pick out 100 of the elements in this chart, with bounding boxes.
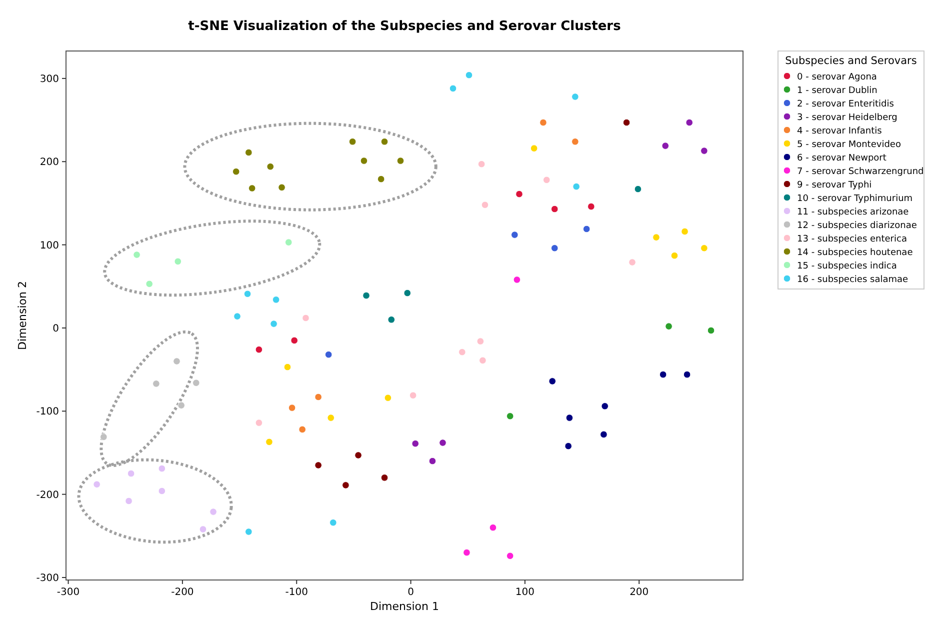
legend-label: 11 - subspecies arizonae: [797, 208, 910, 218]
point: [377, 175, 385, 183]
point: [588, 202, 595, 210]
legend-label: 3 - serovar Heidelberg: [797, 113, 898, 123]
point: [665, 322, 672, 330]
point: [100, 433, 108, 441]
legend-label: 12 - subspecies diarizonae: [797, 221, 918, 231]
point: [255, 346, 263, 354]
point: [670, 252, 678, 260]
legend-label: 5 - serovar Montevideo: [797, 140, 902, 150]
x-tick-label: 0: [408, 587, 414, 598]
point: [530, 144, 538, 152]
point: [707, 326, 715, 334]
point: [146, 280, 153, 288]
x-axis-title: Dimension 1: [370, 600, 439, 613]
point: [540, 118, 547, 126]
point: [572, 182, 580, 190]
point: [266, 162, 274, 170]
point: [700, 244, 708, 252]
point: [550, 205, 558, 213]
point: [232, 168, 240, 176]
point: [463, 548, 470, 556]
x-tick-label: 100: [515, 587, 534, 598]
point: [683, 370, 691, 378]
point: [652, 234, 660, 241]
point: [278, 184, 286, 192]
point: [348, 138, 356, 146]
point: [158, 464, 166, 472]
point: [659, 370, 667, 378]
legend-label: 15 - subspecies indica: [797, 262, 897, 272]
point: [245, 148, 252, 156]
point: [255, 419, 263, 426]
point: [270, 320, 278, 328]
point: [409, 392, 417, 399]
legend-label: 0 - serovar Agona: [797, 72, 877, 82]
y-tick-label: 100: [40, 240, 59, 252]
point: [290, 336, 298, 344]
point: [354, 452, 362, 459]
point: [465, 71, 473, 79]
point: [428, 457, 436, 465]
point: [513, 276, 521, 284]
legend-label: 9 - serovar Typhi: [797, 180, 872, 190]
point: [476, 338, 484, 345]
point: [566, 414, 574, 422]
point: [489, 524, 497, 532]
point: [439, 439, 446, 446]
point: [178, 402, 185, 409]
point: [127, 470, 135, 478]
y-tick-label: -200: [36, 490, 59, 501]
point: [314, 393, 322, 401]
point: [478, 160, 486, 168]
point: [329, 518, 337, 526]
point: [396, 157, 404, 164]
point: [601, 402, 609, 410]
point: [125, 497, 132, 505]
x-tick-label: -200: [171, 587, 194, 598]
point: [327, 414, 335, 422]
point: [622, 118, 630, 126]
point: [481, 201, 489, 209]
point: [412, 440, 419, 448]
y-tick-label: 200: [40, 157, 59, 168]
y-tick-label: -300: [36, 573, 59, 584]
point: [272, 296, 280, 304]
point: [700, 147, 708, 154]
x-tick-label: -300: [56, 587, 80, 598]
y-tick-label: -100: [36, 406, 59, 418]
point: [192, 379, 200, 387]
point: [342, 482, 350, 489]
point: [362, 292, 370, 300]
point: [479, 356, 486, 364]
y-tick-label: 300: [40, 74, 59, 85]
legend-label: 10 - serovar Typhimurium: [797, 194, 913, 204]
legend-label: 1 - serovar Dublin: [797, 86, 878, 96]
legend-label: 13 - subspecies enterica: [797, 234, 907, 244]
point: [152, 380, 160, 388]
point: [548, 378, 556, 385]
point: [506, 552, 514, 560]
legend-label: 4 - serovar Infantis: [797, 126, 882, 136]
point: [133, 251, 140, 258]
point: [210, 508, 217, 516]
x-tick-label: -100: [285, 587, 308, 598]
point: [384, 394, 392, 402]
point: [244, 290, 252, 298]
point: [550, 244, 558, 252]
legend-label: 7 - serovar Schwarzengrund: [797, 167, 924, 177]
legend-label: 2 - serovar Enteritidis: [797, 100, 894, 110]
point: [681, 228, 688, 236]
point: [600, 430, 608, 438]
chart-title: t-SNE Visualization of the Subspecies and Serovar Clusters: [188, 19, 622, 34]
point: [572, 93, 579, 100]
point: [284, 238, 292, 246]
point: [324, 350, 332, 358]
point: [174, 258, 182, 266]
point: [511, 231, 518, 238]
point: [314, 462, 322, 469]
point: [288, 404, 296, 412]
point: [360, 157, 368, 164]
legend-label: 14 - subspecies houtenae: [797, 248, 914, 258]
point: [248, 184, 256, 192]
point: [199, 526, 207, 533]
